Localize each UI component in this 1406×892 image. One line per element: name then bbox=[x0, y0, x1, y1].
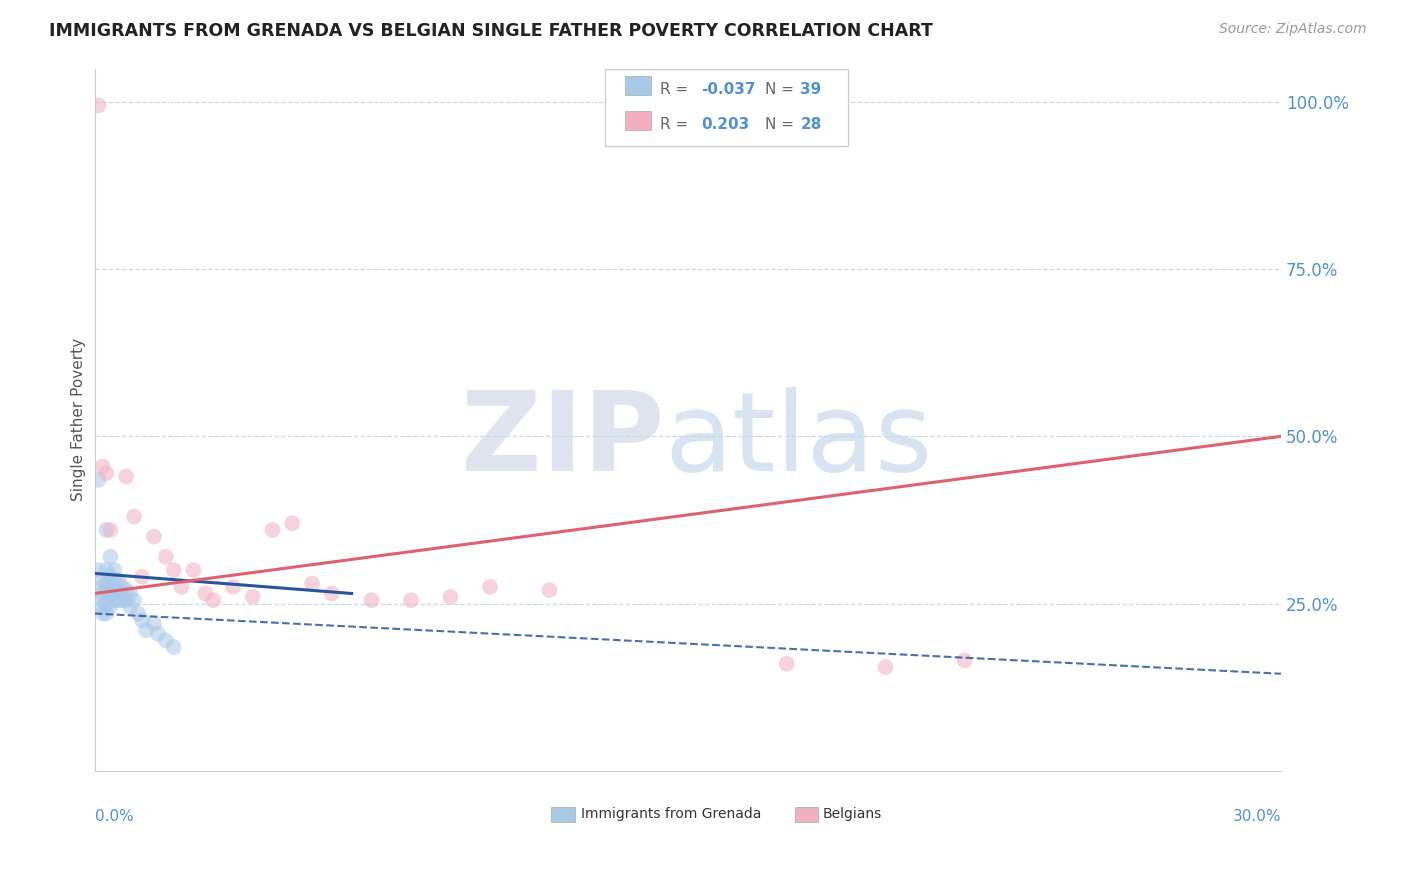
Point bbox=[775, 657, 797, 671]
Point bbox=[360, 593, 382, 607]
Point bbox=[163, 640, 186, 654]
Point bbox=[91, 459, 114, 474]
Point bbox=[120, 599, 142, 614]
Text: ZIP: ZIP bbox=[461, 387, 664, 494]
Text: 0.203: 0.203 bbox=[700, 117, 749, 132]
Point bbox=[194, 586, 217, 600]
Point bbox=[301, 576, 323, 591]
FancyBboxPatch shape bbox=[794, 806, 818, 822]
Point bbox=[103, 573, 125, 587]
Point bbox=[96, 576, 118, 591]
Text: atlas: atlas bbox=[664, 387, 932, 494]
Text: IMMIGRANTS FROM GRENADA VS BELGIAN SINGLE FATHER POVERTY CORRELATION CHART: IMMIGRANTS FROM GRENADA VS BELGIAN SINGL… bbox=[49, 22, 934, 40]
Point bbox=[122, 509, 145, 524]
Text: N =: N = bbox=[765, 82, 799, 97]
Point bbox=[103, 583, 125, 598]
FancyBboxPatch shape bbox=[624, 76, 651, 95]
Point bbox=[281, 516, 304, 531]
Y-axis label: Single Father Poverty: Single Father Poverty bbox=[72, 338, 86, 501]
Point bbox=[111, 593, 134, 607]
Point bbox=[170, 580, 193, 594]
Point bbox=[953, 653, 976, 667]
Point bbox=[131, 613, 153, 627]
Point bbox=[115, 469, 138, 483]
Point bbox=[439, 590, 461, 604]
Point bbox=[142, 530, 165, 544]
Point bbox=[146, 626, 169, 640]
Text: Source: ZipAtlas.com: Source: ZipAtlas.com bbox=[1219, 22, 1367, 37]
FancyBboxPatch shape bbox=[551, 806, 575, 822]
Text: Belgians: Belgians bbox=[823, 807, 882, 822]
Text: 28: 28 bbox=[800, 117, 823, 132]
Point bbox=[163, 563, 186, 577]
Point bbox=[96, 597, 118, 611]
Point bbox=[96, 563, 118, 577]
Point bbox=[100, 549, 122, 564]
Point bbox=[142, 616, 165, 631]
Point bbox=[538, 583, 561, 598]
Text: N =: N = bbox=[765, 117, 799, 132]
Point bbox=[155, 549, 177, 564]
Point bbox=[91, 573, 114, 587]
Point bbox=[155, 633, 177, 648]
Point bbox=[96, 523, 118, 537]
Point bbox=[87, 473, 110, 487]
Point bbox=[100, 599, 122, 614]
Point bbox=[202, 593, 225, 607]
Text: -0.037: -0.037 bbox=[700, 82, 755, 97]
Point bbox=[875, 660, 897, 674]
Point bbox=[96, 607, 118, 621]
Point bbox=[122, 593, 145, 607]
Point bbox=[107, 583, 129, 598]
Point bbox=[103, 593, 125, 607]
Point bbox=[100, 586, 122, 600]
Point bbox=[96, 583, 118, 598]
Point bbox=[127, 607, 149, 621]
Point bbox=[100, 523, 122, 537]
Point bbox=[87, 563, 110, 577]
Point bbox=[91, 580, 114, 594]
FancyBboxPatch shape bbox=[605, 69, 848, 145]
Point bbox=[107, 573, 129, 587]
Point bbox=[91, 586, 114, 600]
Text: 0.0%: 0.0% bbox=[94, 809, 134, 824]
Point bbox=[135, 624, 157, 638]
Point bbox=[107, 593, 129, 607]
Point bbox=[120, 586, 142, 600]
Point bbox=[91, 607, 114, 621]
Point bbox=[399, 593, 422, 607]
Point bbox=[183, 563, 205, 577]
Point bbox=[91, 593, 114, 607]
Point bbox=[321, 586, 343, 600]
Point bbox=[222, 580, 245, 594]
Point bbox=[242, 590, 264, 604]
Point bbox=[100, 570, 122, 584]
Point bbox=[103, 563, 125, 577]
Point bbox=[87, 98, 110, 112]
Point bbox=[115, 583, 138, 598]
Text: Immigrants from Grenada: Immigrants from Grenada bbox=[581, 807, 762, 822]
FancyBboxPatch shape bbox=[624, 111, 651, 130]
Point bbox=[111, 580, 134, 594]
Point bbox=[262, 523, 284, 537]
Text: 30.0%: 30.0% bbox=[1233, 809, 1281, 824]
Point bbox=[479, 580, 502, 594]
Point bbox=[115, 593, 138, 607]
Point bbox=[91, 599, 114, 614]
Text: R =: R = bbox=[661, 82, 693, 97]
Point bbox=[131, 570, 153, 584]
Text: 39: 39 bbox=[800, 82, 821, 97]
Text: R =: R = bbox=[661, 117, 693, 132]
Point bbox=[96, 466, 118, 480]
